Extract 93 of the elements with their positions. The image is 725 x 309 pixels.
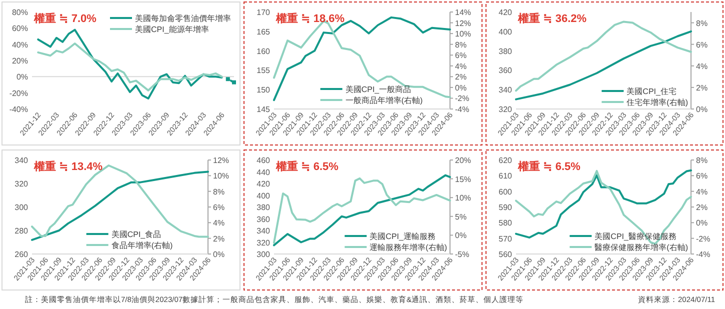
y-tick-label: 570 [498, 234, 513, 244]
y2-tick-label: 12% [213, 156, 230, 165]
y2-tick-label: 4% [696, 187, 708, 196]
y2-tick-label: 0% [455, 231, 467, 240]
y-tick-label: 165 [256, 27, 271, 36]
chart-title: 權重 ≒ 6.5% [275, 160, 339, 173]
y2-tick-label: 8% [455, 40, 467, 50]
y2-tick-label: 10% [455, 30, 472, 39]
y2-tick-label: 4% [696, 62, 708, 71]
y-tick-label: 320 [498, 105, 513, 114]
y2-tick-label: 0% [696, 105, 708, 114]
y-tick-label: 440 [256, 168, 271, 177]
legend-label: 美國CPI_運輸服務 [370, 232, 436, 241]
y-tick-label: 280 [14, 226, 29, 236]
y-tick-label: -20% [9, 88, 28, 98]
y-tick-label: 320 [14, 180, 29, 188]
y-tick-label: 0% [16, 72, 28, 82]
y2-tick-label: -2% [455, 94, 470, 104]
legend-label: 美國CPI_食品 [111, 230, 162, 239]
y-tick-label: 340 [14, 156, 29, 165]
chart-title: 權重 ≒ 6.5% [517, 160, 581, 173]
legend-label: 食品年增率(右軸) [111, 241, 173, 250]
y2-tick-label: 2% [213, 234, 225, 244]
y2-tick-label: 4% [213, 218, 225, 228]
y-tick-label: 400 [256, 191, 271, 200]
legend-label: 美國每加侖零售油價年增率 [135, 14, 231, 23]
y2-tick-label: 8% [213, 187, 225, 196]
y-tick-label: 320 [256, 238, 271, 248]
y-tick-label: -40% [9, 105, 28, 114]
legend-label: 美國CPI_住宅 [626, 87, 676, 96]
y-tick-label: 145 [256, 105, 271, 114]
y-tick-label: 170 [256, 8, 271, 17]
y2-tick-label: 12% [455, 18, 472, 28]
y2-tick-label: 10% [213, 172, 230, 181]
chart-title: 權重 ≒ 13.4% [33, 160, 103, 173]
y2-tick-label: 15% [455, 174, 472, 184]
y2-tick-label: 8% [696, 156, 708, 165]
y-tick-label: 460 [256, 156, 271, 165]
y-tick-label: 610 [498, 172, 513, 181]
y2-tick-label: 0% [455, 83, 467, 92]
y-tick-label: 420 [498, 8, 513, 17]
y-tick-label: 260 [14, 250, 29, 259]
y2-tick-label: 6% [213, 203, 225, 212]
legend-label: 美國CPI_能源年增率 [135, 25, 209, 34]
y-tick-label: 40% [12, 40, 28, 50]
y-tick-label: 20% [12, 56, 28, 66]
y-tick-label: 160 [256, 46, 271, 56]
y-tick-label: 380 [498, 46, 513, 56]
y-tick-label: 620 [498, 156, 513, 165]
legend-label: 一般商品年增率(右軸) [345, 96, 423, 105]
y-tick-label: 600 [498, 187, 513, 196]
y2-tick-label: -2% [696, 234, 710, 244]
y-tick-label: 590 [498, 203, 513, 212]
y-tick-label: 360 [498, 66, 513, 76]
chart-title: 權重 ≒ 36.2% [517, 12, 587, 25]
y-tick-label: 580 [498, 218, 513, 228]
y-tick-label: 155 [256, 66, 271, 76]
y-tick-label: 340 [498, 86, 513, 95]
y2-tick-label: 2% [696, 203, 708, 212]
y2-tick-label: -4% [696, 250, 710, 259]
y2-tick-label: 6% [696, 172, 708, 181]
y2-tick-label: 10% [455, 194, 472, 203]
y-tick-label: 60% [12, 24, 28, 34]
y2-tick-label: 0% [213, 250, 225, 259]
y2-tick-label: 2% [696, 83, 708, 92]
y-tick-label: 300 [256, 250, 271, 259]
y2-tick-label: 6% [455, 51, 467, 60]
line-series [37, 42, 223, 92]
y-tick-label: 560 [498, 250, 513, 259]
y-tick-label: 300 [14, 203, 29, 212]
legend-label: 醫療保健服務年增率(右軸) [594, 243, 688, 252]
y2-tick-label: 4% [455, 62, 467, 71]
y-tick-label: 340 [256, 226, 271, 236]
legend-label: 運輸服務年增率(右軸) [370, 243, 448, 252]
y-tick-label: 360 [256, 214, 271, 224]
y-tick-label: 400 [498, 27, 513, 36]
y2-tick-label: 2% [455, 72, 467, 82]
y-tick-label: 150 [256, 86, 271, 95]
y-tick-label: 380 [256, 203, 271, 212]
legend-label: 住宅年增率(右軸) [626, 98, 688, 107]
y-tick-label: 80% [12, 8, 28, 17]
y2-tick-label: 5% [455, 212, 467, 222]
y2-tick-label: 20% [455, 156, 472, 165]
legend-label: 美國CPI_一般商品 [345, 85, 412, 94]
y2-tick-label: 0% [696, 218, 708, 228]
y2-tick-label: 14% [455, 8, 472, 17]
y2-tick-label: 8% [696, 18, 708, 28]
chart-title: 權重 ≒ 18.6% [275, 12, 345, 25]
y2-tick-label: 6% [696, 40, 708, 50]
chart-title: 權重 ≒ 7.0% [33, 12, 97, 25]
y2-tick-label: -4% [455, 105, 470, 114]
y2-tick-label: -5% [455, 250, 470, 259]
y-tick-label: 420 [256, 180, 271, 188]
